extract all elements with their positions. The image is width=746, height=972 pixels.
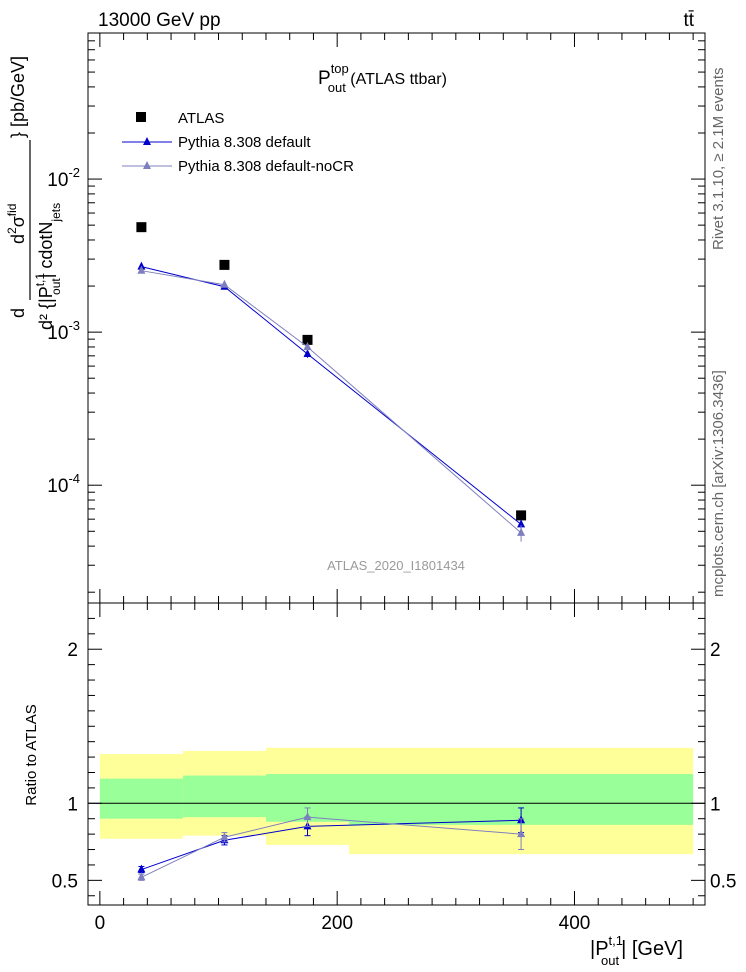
ratio-y-tick-label-right: 2: [710, 640, 721, 661]
title-main: P: [318, 68, 331, 89]
data-point: [303, 341, 312, 350]
ratio-data-point: [220, 832, 229, 841]
data-point: [220, 279, 229, 288]
main-y-tick-label: 10-3: [47, 318, 80, 344]
ratio-series: [137, 807, 526, 881]
process-label: tt̄: [683, 10, 694, 31]
ratio-y-tick-label: 0.5: [52, 871, 78, 892]
y-label-den-sub: out: [49, 278, 63, 295]
data-point: [302, 334, 313, 345]
ratio-y-tick-label: 2: [67, 640, 78, 661]
main-y-label: d d2σfid d² {|Pt,1 out| cdotNjets } [pb/G…: [5, 56, 63, 330]
x-axis-label: |Pt,1 out| [GeV]: [590, 933, 683, 968]
legend-marker-atlas: [136, 112, 146, 122]
x-label-sub: out: [601, 953, 619, 968]
ratio-y-tick-labels-right: 0.5 1 2: [710, 640, 736, 892]
y-label-num-d: d: [8, 234, 28, 244]
y-label-d-prefix: d: [8, 308, 28, 318]
x-label-sup: t,1: [609, 933, 623, 948]
title-sup: top: [331, 61, 349, 76]
ratio-series-line: [141, 816, 522, 878]
ratio-y-tick-label: 1: [67, 794, 78, 815]
mcplots-label: mcplots.cern.ch [arXiv:1306.3436]: [710, 370, 727, 597]
legend-label-atlas: ATLAS: [178, 110, 224, 127]
y-label-unit: } [pb/GeV]: [8, 56, 28, 138]
main-axis-ticks: [88, 32, 705, 603]
ratio-data-point: [137, 864, 146, 873]
ratio-plot-frame: [87, 602, 706, 906]
ratio-panel: 0.512 0.512 0 200 400 Ratio to ATLAS |Pt,1…: [23, 602, 736, 968]
data-point: [303, 348, 312, 357]
ratio-x-tick-labels: 0 200 400: [95, 913, 591, 934]
y-label-den-mid: | cdotN: [36, 222, 56, 279]
data-point: [136, 222, 147, 233]
energy-label: 13000 GeV pp: [98, 10, 221, 31]
y-label-numerator: d2σfid: [5, 204, 28, 245]
rivet-label: Rivet 3.1.10, ≥ 2.1M events: [710, 68, 727, 251]
ratio-series-line: [141, 819, 522, 871]
legend-label-default: Pythia 8.308 default: [178, 134, 311, 151]
series-line: [141, 266, 522, 525]
ratio-uncertainty-bands: [99, 747, 694, 855]
title-rest: (ATLAS ttbar): [346, 71, 447, 88]
ratio-x-tick-label: 200: [321, 913, 353, 934]
series-line: [141, 270, 522, 534]
chart-title: Ptop out (ATLAS ttbar): [318, 61, 447, 95]
analysis-watermark: ATLAS_2020_I1801434: [327, 558, 465, 573]
x-label-post: | [GeV]: [621, 938, 683, 960]
legend: ATLAS Pythia 8.308 default Pythia 8.308 …: [122, 110, 354, 175]
ratio-y-label: Ratio to ATLAS: [23, 704, 40, 805]
legend-label-nocr: Pythia 8.308 default-noCR: [178, 158, 354, 175]
main-y-tick-labels: 10-2 10-3 10-4: [47, 165, 80, 497]
ratio-data-point: [137, 872, 146, 881]
band-green: [99, 778, 183, 819]
data-point: [517, 519, 526, 528]
y-label-den-sub2: jets: [49, 203, 63, 223]
main-y-tick-label: 10-2: [47, 165, 80, 191]
y-label-denominator: d² {|Pt,1 out| cdotNjets: [33, 203, 63, 330]
ratio-y-tick-label-right: 1: [710, 794, 721, 815]
ratio-y-tick-labels-left: 0.5 1 2: [52, 640, 78, 892]
legend-marker-default: [143, 137, 151, 145]
ratio-x-tick-label: 0: [95, 913, 106, 934]
data-point: [137, 261, 146, 270]
data-point: [516, 510, 527, 521]
ratio-data-point: [517, 829, 526, 838]
band-green: [182, 775, 266, 818]
ratio-data-point: [303, 812, 312, 821]
ratio-axis-ticks: [88, 603, 705, 905]
y-label-den-sup: t,1: [33, 273, 47, 287]
y-label-den: d² {|P: [36, 286, 56, 330]
data-point: [137, 265, 146, 274]
data-point: [219, 259, 230, 270]
y-label-fid: fid: [5, 204, 19, 217]
title-sub: out: [328, 80, 346, 95]
ratio-x-tick-label: 400: [559, 913, 591, 934]
main-y-tick-label: 10-4: [47, 471, 80, 497]
main-series: [136, 222, 527, 542]
ratio-y-tick-label-right: 0.5: [710, 871, 736, 892]
data-point: [517, 527, 526, 536]
y-label-sigma: σ: [8, 216, 28, 227]
legend-marker-nocr: [143, 161, 151, 169]
main-panel: 10-2 10-3 10-4 Ptop out (ATLAS ttbar) ATLAS…: [5, 32, 706, 604]
